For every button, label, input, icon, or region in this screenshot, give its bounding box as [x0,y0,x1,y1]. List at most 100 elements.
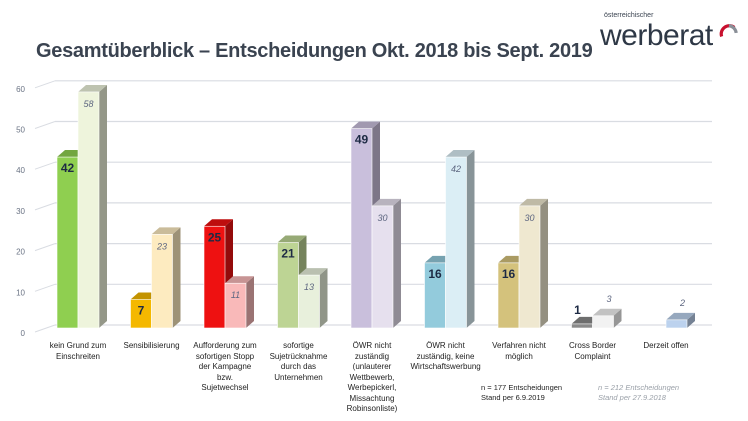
bar-previous [592,315,614,329]
data-label-previous: 11 [231,290,240,300]
note-previous-line-1: n = 212 Entscheidungen [598,383,680,392]
bar-top [151,227,181,235]
y-tick-label: 20 [16,248,25,257]
x-tick-label-line: Werbepickerl, [347,383,397,392]
bar-side [172,227,181,328]
data-label-current: 42 [61,161,75,175]
bar-side [466,150,475,328]
note-current: n = 177 Entscheidungen Stand per 6.9.201… [481,383,562,403]
x-tick-label-line: Unternehmen [274,372,323,382]
bar-previous [151,234,173,329]
gridline-diagonal [34,121,56,129]
x-tick-label-line: zuständig, keine [416,351,475,361]
x-tick-label: Cross Border Complaint [558,341,628,362]
x-tick-label-line: Verfahren nicht [492,341,546,350]
bar-side [319,268,328,328]
data-label-previous: 30 [524,213,534,223]
bar-previous [665,319,688,329]
bar-top [372,198,401,206]
bar-current [203,225,226,329]
x-tick-label-line: Robinsonliste) [346,404,398,413]
x-tick-label-line: zuständig [354,351,390,361]
x-tick-label-line: Wettbewerb, [349,372,395,382]
bar-side [540,198,548,328]
bar-top [445,150,475,158]
gridline-diagonal [34,202,56,211]
x-tick-label-line: sofortigen Stopp [195,351,255,361]
bar-side [393,198,401,328]
gridline-diagonal [34,283,56,292]
data-label-current: 16 [428,267,442,281]
x-tick-label-line: Sujetrücknahme [269,351,328,361]
x-tick-label: ÖWR nicht zuständig (unlauterer Wettbewerb,… [337,341,407,415]
x-tick-label-line: Sujetwechsel [201,383,249,392]
note-previous-line-2: Stand per 27.9.2018 [598,393,666,402]
gridline-diagonal [34,80,56,89]
bar-top [519,198,548,206]
x-tick-label-line: möglich [505,351,533,361]
y-tick-label: 30 [16,207,25,216]
x-tick-label: ÖWR nicht zuständig, keine Wirtschaftswerb… [411,341,481,373]
bar-top [225,276,254,284]
data-label-current: 49 [355,133,369,147]
data-label-current: 1 [574,303,581,317]
x-tick-label-line: ÖWR nicht [426,341,465,350]
bar-side [99,84,107,328]
bar-previous [224,282,247,329]
werberat-logo: österreichischer werberat [600,12,740,56]
x-tick-label-line: (unlauterer [352,362,392,371]
x-tick-label-line: Cross Border [568,341,617,350]
logo-subtitle: österreichischer [604,12,654,19]
data-label-previous: 13 [304,282,314,292]
y-tick-label: 50 [16,126,25,135]
bar-side [613,308,622,328]
bar-top [298,268,328,276]
data-label-current: 16 [502,267,516,281]
x-tick-label: Aufforderung zum sofortigen Stopp der Kamp… [190,341,260,394]
bar-previous [445,156,467,329]
y-tick-label: 40 [16,166,25,175]
note-current-line-1: n = 177 Entscheidungen [481,383,563,392]
x-tick-label-line: Sensibilisierung [123,341,180,350]
bar-previous [371,205,394,329]
data-label-previous: 2 [679,298,685,308]
y-tick-label: 0 [21,329,26,338]
x-tick-label-line: ÖWR nicht [352,341,392,350]
gridline-diagonal [34,243,56,252]
page-title: Gesamtüberblick – Entscheidungen Okt. 20… [36,40,593,62]
x-tick-label-line: Aufforderung zum [193,341,257,350]
data-label-current: 7 [138,304,145,318]
x-tick-label-line: sofortige [283,341,314,350]
gridline-diagonal [34,324,56,333]
bar-side [687,312,695,328]
bar-previous [298,274,320,329]
bar-top [277,235,307,243]
logo-wordmark: werberat [600,19,713,52]
data-label-current: 21 [281,247,295,261]
x-tick-label: Verfahren nicht möglich [484,341,554,362]
x-tick-label: kein Grund zum Einschreiten [43,341,113,362]
bar-top [204,219,233,227]
bar-current [56,156,79,329]
note-current-line-2: Stand per 6.9.2019 [481,393,545,402]
data-label-previous: 23 [156,241,167,251]
bar-top [666,312,695,320]
x-tick-label-line: der Kampagne bzw. [198,362,252,382]
x-tick-label: Sensibilisierung [117,341,187,352]
x-tick-label-line: Wirtschaftswerbung [410,362,481,371]
bar-current [571,323,593,329]
data-label-previous: 42 [451,164,461,174]
bar-previous [518,205,541,329]
data-label-previous: 58 [83,99,93,109]
bar-top [592,308,622,316]
gridline-diagonal [34,161,56,170]
bar-top [351,121,380,129]
x-tick-label-line: Derzeit offen [643,341,689,350]
x-tick-label: Derzeit offen [631,341,701,352]
x-tick-label: sofortige Sujetrücknahme durch das Unterneh… [264,341,334,383]
note-previous: n = 212 Entscheidungen Stand per 27.9.20… [598,383,679,403]
bar-top [78,84,107,92]
data-label-previous: 3 [606,294,611,304]
y-tick-label: 10 [16,288,25,297]
